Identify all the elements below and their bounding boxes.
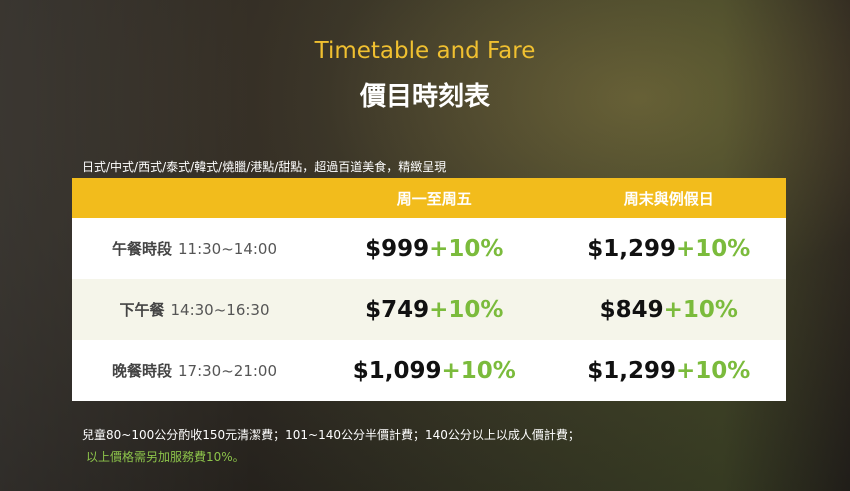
surcharge: +10% [675, 235, 751, 262]
col-header-empty [72, 178, 317, 218]
table-row: 下午餐 14:30~16:30 $749+10% $849+10% [72, 279, 786, 340]
surcharge: +10% [429, 235, 504, 262]
surcharge: +10% [429, 296, 504, 323]
title-english: Timetable and Fare [314, 38, 536, 64]
table-header: 周一至周五 周末與例假日 [72, 178, 786, 218]
service-charge-note: 以上價格需另加服務費10%。 [86, 450, 245, 464]
surcharge: +10% [675, 357, 751, 384]
col-header-weekday: 周一至周五 [317, 178, 552, 218]
weekday-price: $749 [365, 296, 430, 323]
weekend-price: $1,299 [587, 235, 676, 262]
weekend-price: $1,299 [587, 357, 676, 384]
table-row: 晚餐時段 17:30~21:00 $1,099+10% $1,299+10% [72, 340, 786, 401]
surcharge: +10% [663, 296, 738, 323]
weekday-price: $999 [365, 235, 430, 262]
meal-name: 下午餐 [119, 301, 165, 319]
surcharge: +10% [441, 357, 516, 384]
meal-time: 11:30~14:00 [177, 240, 278, 258]
table-row: 午餐時段 11:30~14:00 $999+10% $1,299+10% [72, 218, 786, 279]
subtitle: 日式/中式/西式/泰式/韓式/燒臘/港點/甜點，超過百道美食，精緻呈現 [82, 160, 447, 174]
fare-table: 周一至周五 周末與例假日 午餐時段 11:30~14:00 $999+10% $1… [72, 178, 786, 401]
meal-name: 午餐時段 [111, 240, 172, 258]
weekend-price: $849 [599, 296, 664, 323]
meal-time: 17:30~21:00 [177, 362, 278, 380]
meal-name: 晚餐時段 [111, 362, 172, 380]
weekday-price: $1,099 [352, 357, 442, 384]
children-note: 兒童80~100公分酌收150元清潔費；101~140公分半價計費；140公分以… [82, 428, 580, 442]
col-header-weekend: 周末與例假日 [551, 178, 786, 218]
meal-time: 14:30~16:30 [170, 301, 270, 319]
page-title: 價目時刻表 [359, 82, 490, 112]
